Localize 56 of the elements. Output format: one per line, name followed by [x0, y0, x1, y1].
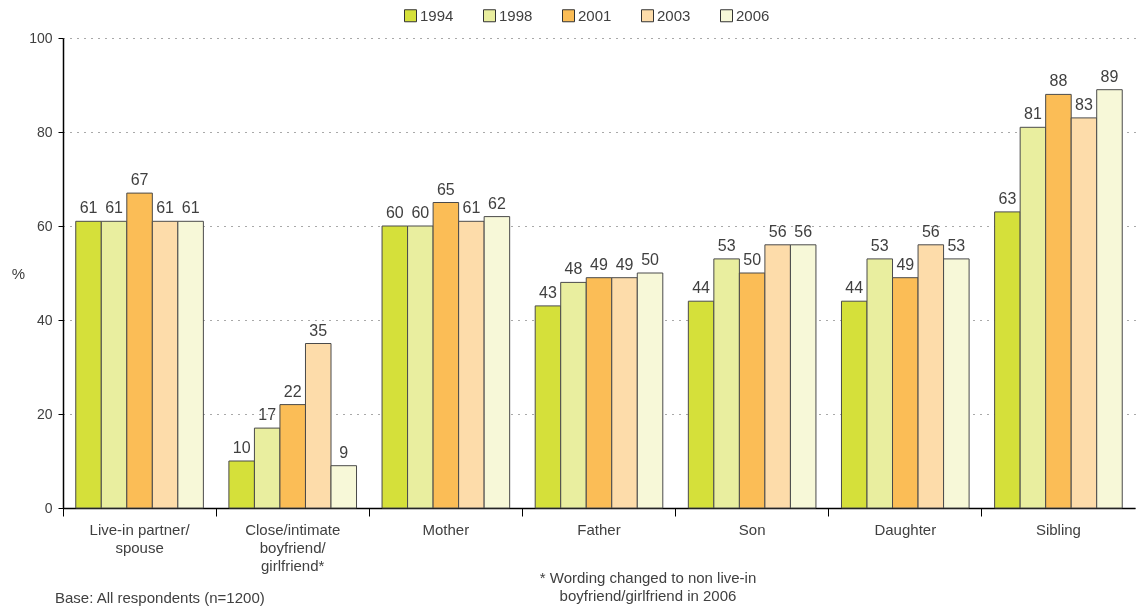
x-tick-label: Sibling: [1035, 520, 1081, 538]
text: Base: All respondents (n=1200): [55, 589, 265, 606]
data-label: 49: [896, 255, 915, 273]
data-label: 44: [692, 279, 711, 297]
data-label: 61: [181, 199, 200, 217]
data-label: 43: [539, 283, 557, 301]
data-label: 35: [309, 321, 328, 339]
y-tick-label: 60: [36, 217, 53, 234]
data-label: 60: [411, 204, 430, 221]
x-tick-label: Close/intimate boyfriend/girlfriend*: [245, 520, 341, 574]
y-axis-title: %: [11, 264, 26, 282]
data-label: 53: [947, 236, 966, 254]
x-tick-label: Live-in partner/spouse: [89, 520, 191, 556]
data-label: 50: [743, 251, 762, 268]
data-label: 60: [385, 204, 404, 221]
data-label: 56: [921, 222, 940, 240]
legend-label: 1998: [499, 6, 533, 24]
data-label: 62: [488, 194, 506, 212]
y-tick-label: 0: [44, 499, 53, 516]
y-tick-label: 100: [29, 29, 53, 46]
legend-label: 2001: [578, 6, 612, 24]
y-tick-label: 80: [36, 123, 53, 140]
legend-label: 1994: [420, 6, 454, 24]
x-tick-label: Son: [738, 520, 766, 538]
data-label: 81: [1024, 105, 1042, 123]
data-label: 53: [870, 236, 889, 254]
data-label: 65: [436, 180, 455, 198]
data-label: 44: [845, 279, 864, 297]
data-label: 67: [130, 171, 149, 189]
data-label: 61: [79, 199, 98, 217]
data-label: 83: [1075, 95, 1093, 113]
text: * Wording changed to non live-in boyfriend/girlfriend in 2006: [539, 569, 757, 604]
data-label: 10: [232, 439, 251, 456]
data-label: 50: [641, 251, 660, 268]
x-tick-label: Mother: [422, 520, 470, 538]
data-label: 61: [462, 199, 481, 217]
x-tick-label: Daughter: [874, 520, 937, 538]
legend-label: 2003: [657, 6, 691, 24]
data-label: 17: [258, 406, 277, 424]
data-label: 63: [998, 189, 1017, 207]
data-label: 53: [717, 236, 736, 254]
data-label: 49: [615, 255, 634, 273]
data-label: 22: [283, 382, 302, 400]
x-tick-label: Father: [577, 520, 621, 538]
y-tick-label: 20: [36, 405, 53, 422]
data-label: 56: [768, 222, 787, 240]
data-label: 61: [156, 199, 175, 217]
data-label: 49: [590, 255, 608, 273]
data-label: 9: [339, 443, 349, 461]
legend-label: 2006: [736, 6, 770, 24]
y-tick-label: 40: [36, 311, 53, 328]
data-label: 61: [105, 199, 124, 217]
data-label: 48: [564, 260, 583, 278]
data-label: 88: [1049, 72, 1068, 90]
data-label: 56: [794, 222, 813, 240]
data-label: 89: [1100, 67, 1119, 85]
